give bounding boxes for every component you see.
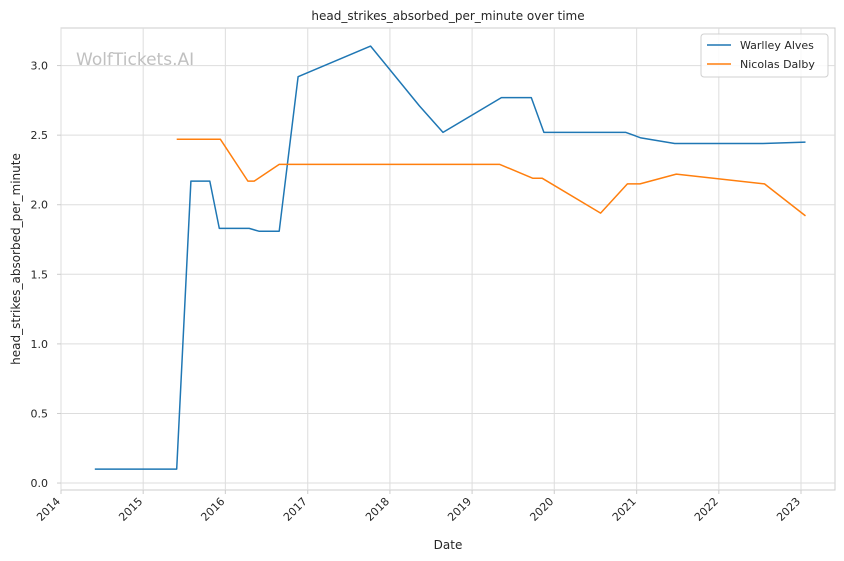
y-tick-label: 2.5 bbox=[31, 129, 49, 142]
series-line-warlley-alves bbox=[94, 45, 806, 470]
series-line-nicolas-dalby bbox=[176, 138, 806, 217]
chart-title: head_strikes_absorbed_per_minute over ti… bbox=[311, 9, 584, 23]
y-tick-label: 1.5 bbox=[31, 268, 49, 281]
x-tick-label: 2022 bbox=[692, 495, 721, 524]
legend: Warlley Alves Nicolas Dalby bbox=[700, 33, 829, 78]
x-tick-label: 2020 bbox=[527, 495, 556, 524]
x-tick-label: 2018 bbox=[363, 495, 392, 524]
y-tick-label: 1.0 bbox=[31, 338, 49, 351]
legend-label-nicolas-dalby: Nicolas Dalby bbox=[740, 58, 815, 71]
series-lines bbox=[94, 45, 806, 470]
x-axis-title: Date bbox=[434, 538, 463, 552]
x-axis-ticks: 2014 2015 2016 2017 2018 2019 2020 2021 2022 2023 bbox=[34, 490, 803, 524]
y-tick-label: 0.0 bbox=[31, 477, 49, 490]
x-tick-label: 2017 bbox=[281, 495, 310, 524]
legend-box bbox=[700, 33, 829, 78]
x-tick-label: 2014 bbox=[34, 495, 63, 524]
y-axis-ticks: 0.0 0.5 1.0 1.5 2.0 2.5 3.0 bbox=[31, 60, 61, 490]
y-tick-label: 2.0 bbox=[31, 199, 49, 212]
y-axis-title: head_strikes_absorbed_per_minute bbox=[9, 153, 23, 365]
x-tick-label: 2016 bbox=[198, 495, 227, 524]
x-tick-label: 2019 bbox=[445, 495, 474, 524]
x-tick-label: 2015 bbox=[116, 495, 145, 524]
x-tick-label: 2021 bbox=[610, 495, 639, 524]
y-tick-label: 0.5 bbox=[31, 407, 49, 420]
legend-label-warlley-alves: Warlley Alves bbox=[740, 39, 814, 52]
y-tick-label: 3.0 bbox=[31, 60, 49, 73]
x-tick-label: 2023 bbox=[774, 495, 803, 524]
watermark: WolfTickets.AI bbox=[76, 50, 194, 70]
